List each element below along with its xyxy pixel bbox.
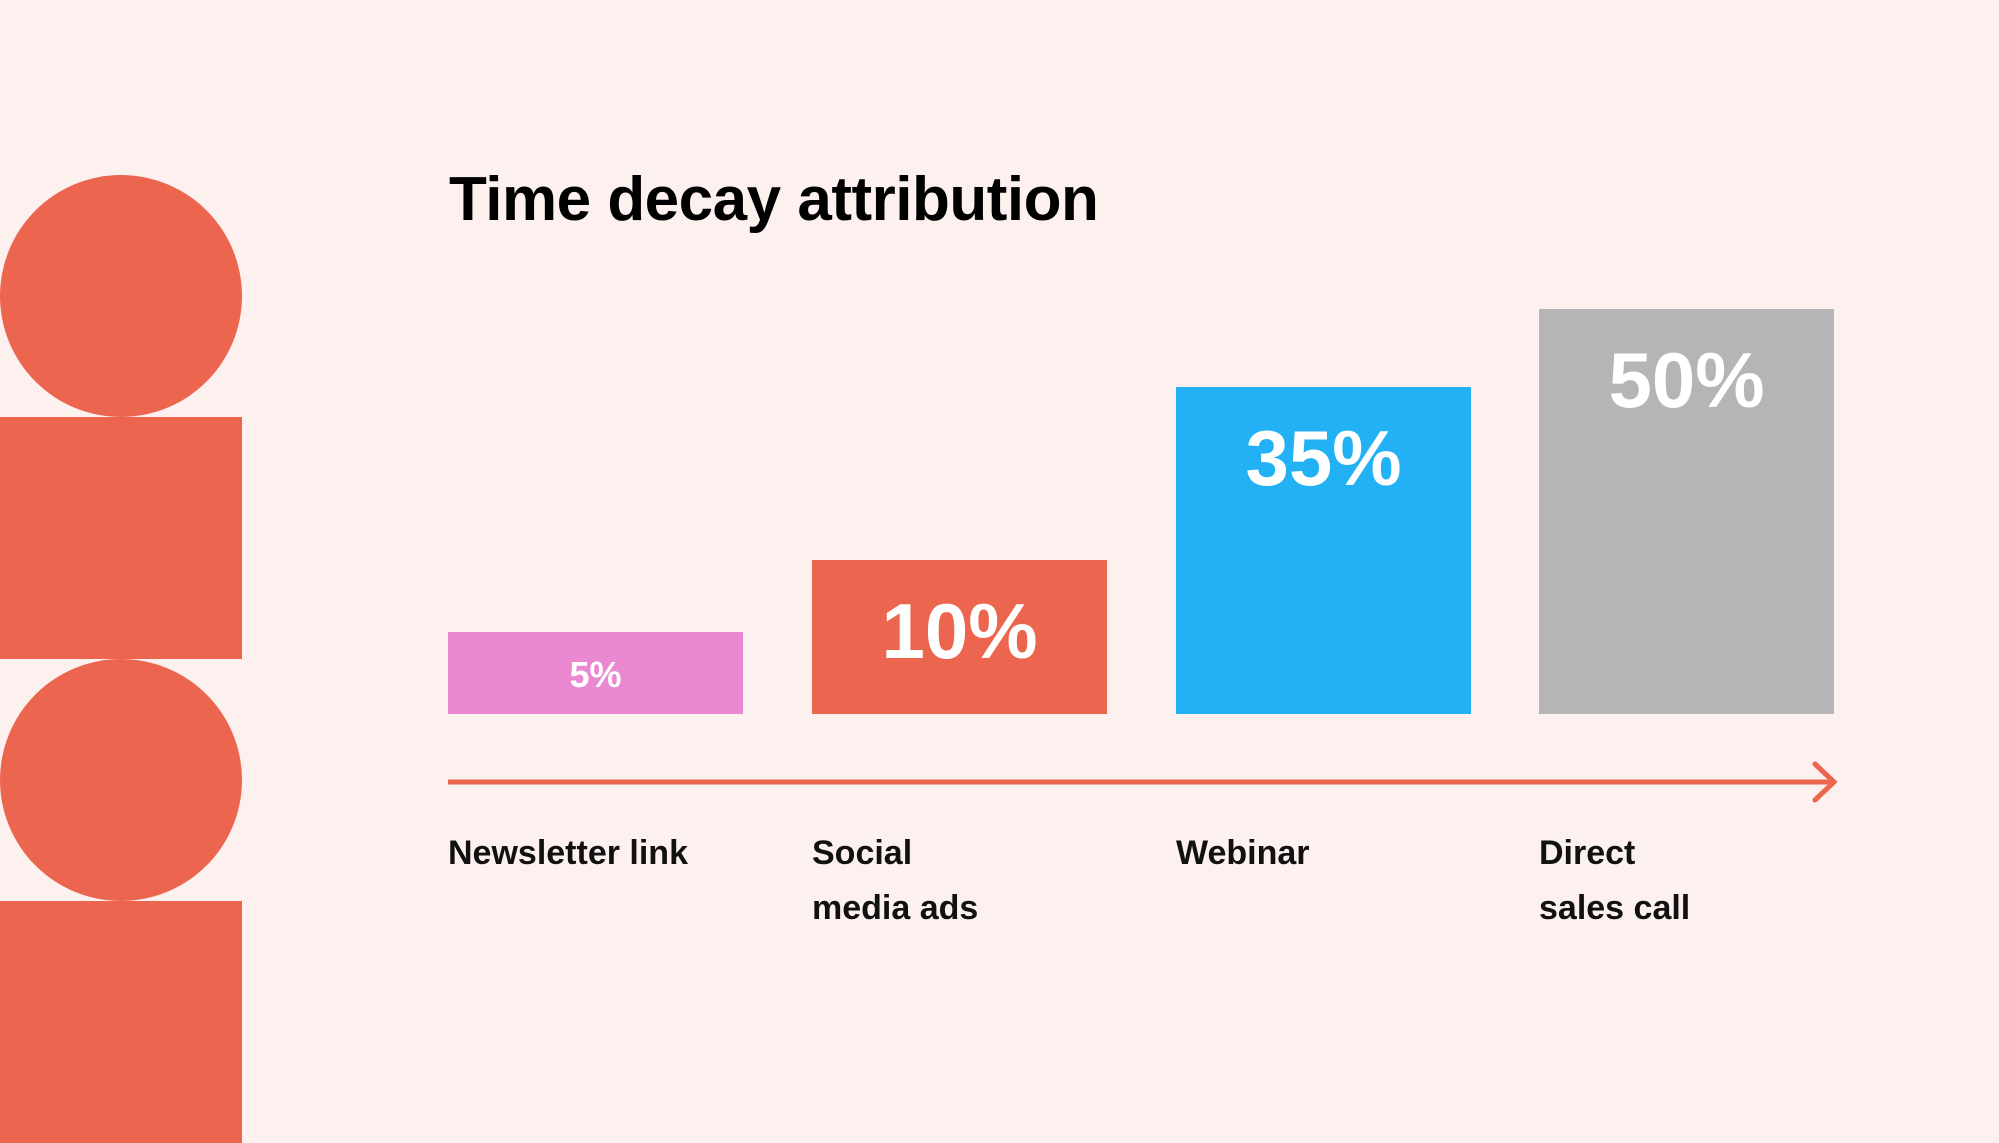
category-label-line: sales call	[1539, 889, 1691, 927]
category-label: Newsletter link	[448, 826, 748, 881]
category-label: Webinar	[1176, 826, 1476, 881]
category-label-line: media ads	[812, 889, 979, 927]
data-label: 35%	[1245, 414, 1402, 503]
category-label-line: Direct	[1539, 834, 1636, 872]
arrow-head-icon	[1812, 761, 1838, 803]
category-label-line: Social	[812, 834, 913, 872]
category-label-line: Newsletter link	[448, 834, 688, 872]
data-label: 5%	[569, 654, 622, 695]
decorative-square	[0, 901, 242, 1143]
category-label: Social media ads	[812, 826, 1112, 936]
data-label: 10%	[881, 586, 1038, 675]
category-label: Direct sales call	[1539, 826, 1839, 936]
decorative-circle	[0, 175, 242, 417]
bar-social-media-ads: 10%	[812, 559, 1107, 714]
decorative-circle	[0, 659, 242, 901]
bar-direct-sales-call: 50%	[1539, 309, 1834, 714]
chart-title: Time decay attribution	[449, 165, 1099, 234]
bar-newsletter-link: 5%	[448, 632, 743, 714]
bar-webinar: 35%	[1176, 387, 1471, 714]
data-label: 50%	[1608, 336, 1765, 424]
category-label-line: Webinar	[1176, 834, 1310, 872]
decorative-square	[0, 417, 242, 659]
